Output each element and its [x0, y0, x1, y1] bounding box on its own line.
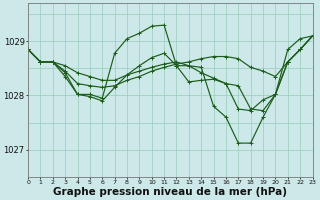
- X-axis label: Graphe pression niveau de la mer (hPa): Graphe pression niveau de la mer (hPa): [53, 187, 287, 197]
